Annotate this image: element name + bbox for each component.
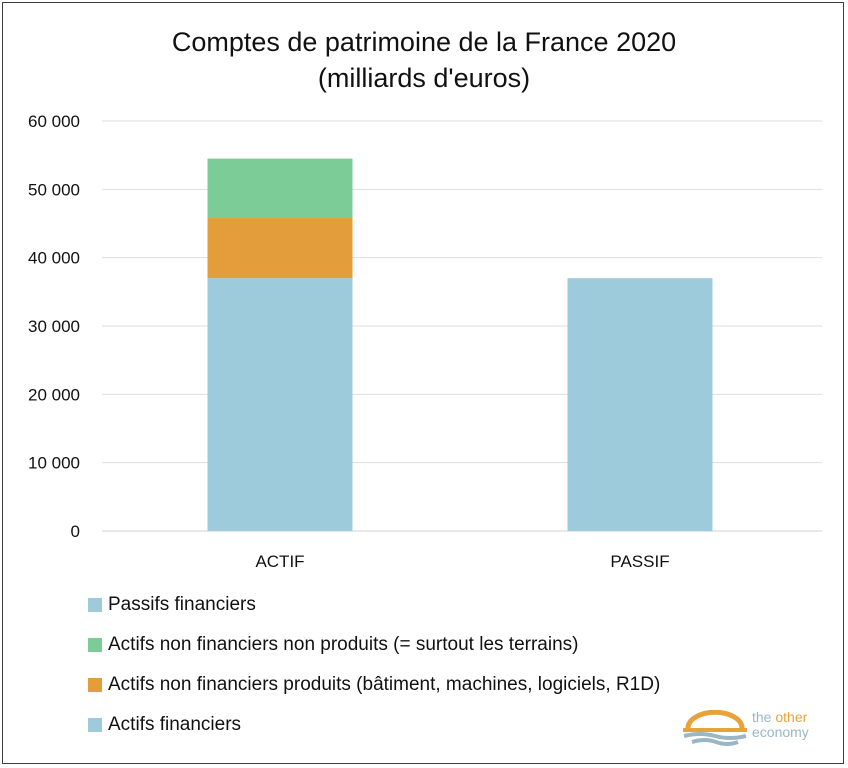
logo-word-other: other [775,709,808,725]
x-axis-category-labels: ACTIF PASSIF [255,552,669,571]
chart-title-line2: (milliards d'euros) [317,63,531,93]
the-other-economy-logo: the other economy [680,710,830,750]
legend-label: Actifs non financiers non produits (= su… [108,634,579,655]
y-tick-label: 50 000 [28,180,80,199]
bars [207,158,713,531]
legend-item: Actifs financiers [88,710,241,740]
legend-swatch [88,678,102,692]
bar-segment-actif-actifs-non-financiers [207,218,353,279]
y-tick-label: 10 000 [28,454,80,473]
y-tick-label: 30 000 [28,317,80,336]
legend-item: Actifs non financiers non produits (= su… [88,630,578,660]
legend-label: Actifs financiers [108,714,242,735]
logo-mark-icon [683,709,747,746]
x-category-label-passif: PASSIF [610,552,669,571]
y-axis-tick-labels: 0 10 000 20 000 30 000 40 000 50 000 60 000 [28,112,80,541]
y-tick-label: 20 000 [28,385,80,404]
y-tick-label: 40 000 [28,249,80,268]
logo-word-economy: economy [752,724,809,740]
bar-segment-actif-actifs-financiers [207,278,353,531]
legend-label: Actifs non financiers produits (bâtiment… [108,674,661,695]
logo-word-the: the [752,709,772,725]
bar-segment-passif-passifs-financiers [567,278,713,531]
legend-swatch [88,638,102,652]
chart-title-line1: Comptes de patrimoine de la France 2020 [171,27,677,57]
legend-swatch [88,718,102,732]
legend-label: Passifs financiers [108,594,256,615]
chart-title: Comptes de patrimoine de la France 2020 … [0,24,848,96]
logo-text: the other economy [752,710,809,740]
y-tick-label: 0 [71,522,80,541]
legend-item: Passifs financiers [88,590,256,620]
y-tick-label: 60 000 [28,112,80,131]
x-category-label-actif: ACTIF [255,552,304,571]
legend-swatch [88,598,102,612]
bar-segment-actif-actifs-non-financiers [207,158,353,219]
legend-item: Actifs non financiers produits (bâtiment… [88,670,660,700]
